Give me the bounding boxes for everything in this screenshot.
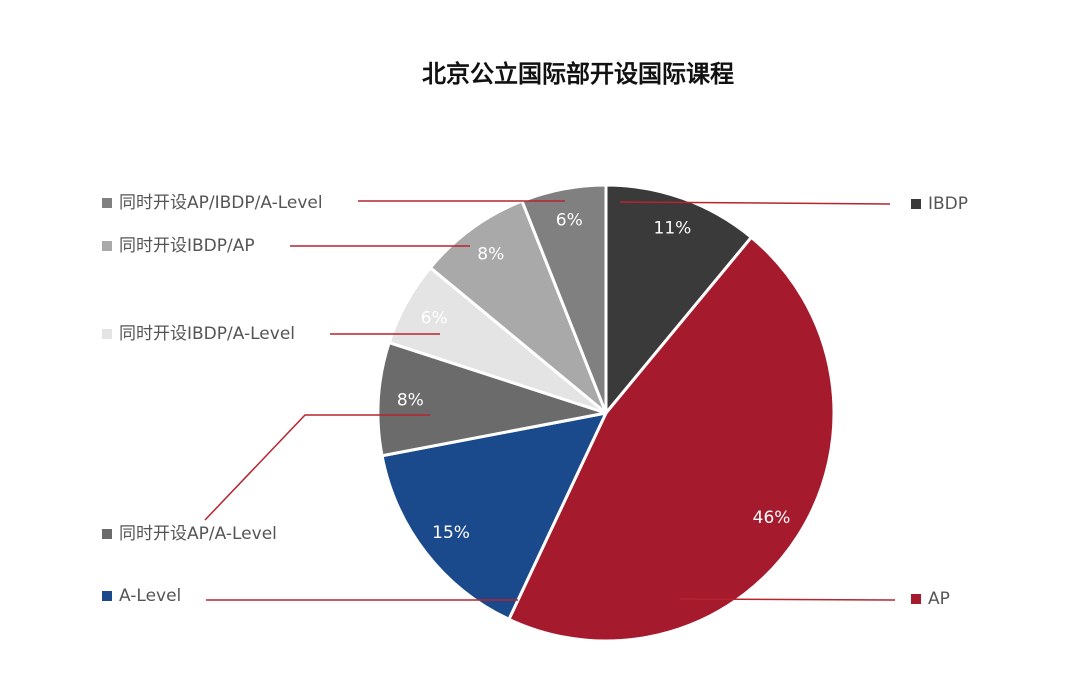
leader-line-ap-a-level [204, 414, 430, 521]
legend: IBDP AP A-Level 同时开设AP/A-Level 同时开设IBDP/A-Le… [102, 193, 968, 609]
legend-label-ap: AP [928, 589, 950, 609]
leader-lines [204, 200, 896, 601]
pie-slices [376, 183, 836, 643]
percent-label-ibdp: 11% [654, 219, 692, 239]
legend-entry-a-level: A-Level [102, 586, 181, 606]
legend-swatch-ibdp-ap [102, 241, 112, 251]
pie-slice-ibdp-ap [428, 199, 608, 415]
legend-label-ap-ibdp-a-level: 同时开设AP/IBDP/A-Level [119, 193, 323, 213]
percent-label-a-level: 15% [432, 523, 470, 543]
legend-swatch-ap-ibdp-a-level [102, 198, 112, 208]
legend-entry-ibdp-a-level: 同时开设IBDP/A-Level [102, 324, 295, 344]
legend-swatch-ibdp-a-level [102, 329, 112, 339]
legend-entry-ap: AP [911, 589, 950, 609]
pie-slice-ibdp [604, 183, 753, 415]
legend-label-ibdp-a-level: 同时开设IBDP/A-Level [119, 324, 295, 344]
pie-slice-ap [507, 235, 836, 643]
percent-label-ibdp-a-level: 6% [421, 309, 448, 329]
legend-swatch-ibdp [911, 199, 921, 209]
pie-slice-a-level [380, 411, 608, 621]
leader-line-ap [679, 598, 896, 601]
percent-label-ibdp-ap: 8% [477, 244, 504, 264]
legend-label-ibdp-ap: 同时开设IBDP/AP [119, 236, 255, 256]
legend-swatch-ap [911, 594, 921, 604]
pie-slice-ap-a-level [376, 341, 608, 458]
percent-labels: 11% 46% 15% 8% 6% 8% 6% [397, 210, 791, 543]
legend-entry-ibdp-ap: 同时开设IBDP/AP [102, 236, 255, 256]
percent-label-ap: 46% [753, 508, 791, 528]
percent-label-ap-ibdp-a-level: 6% [556, 210, 583, 230]
legend-label-ibdp: IBDP [928, 194, 968, 214]
legend-swatch-ap-a-level [102, 529, 112, 539]
legend-entry-ibdp: IBDP [911, 194, 968, 214]
chart-title: 北京公立国际部开设国际课程 [422, 60, 734, 88]
legend-swatch-a-level [102, 591, 112, 601]
legend-entry-ap-ibdp-a-level: 同时开设AP/IBDP/A-Level [102, 193, 323, 213]
legend-label-a-level: A-Level [119, 586, 181, 606]
leader-line-ibdp [619, 201, 891, 205]
legend-entry-ap-a-level: 同时开设AP/A-Level [102, 524, 277, 544]
legend-label-ap-a-level: 同时开设AP/A-Level [119, 524, 277, 544]
percent-label-ap-a-level: 8% [397, 391, 424, 411]
